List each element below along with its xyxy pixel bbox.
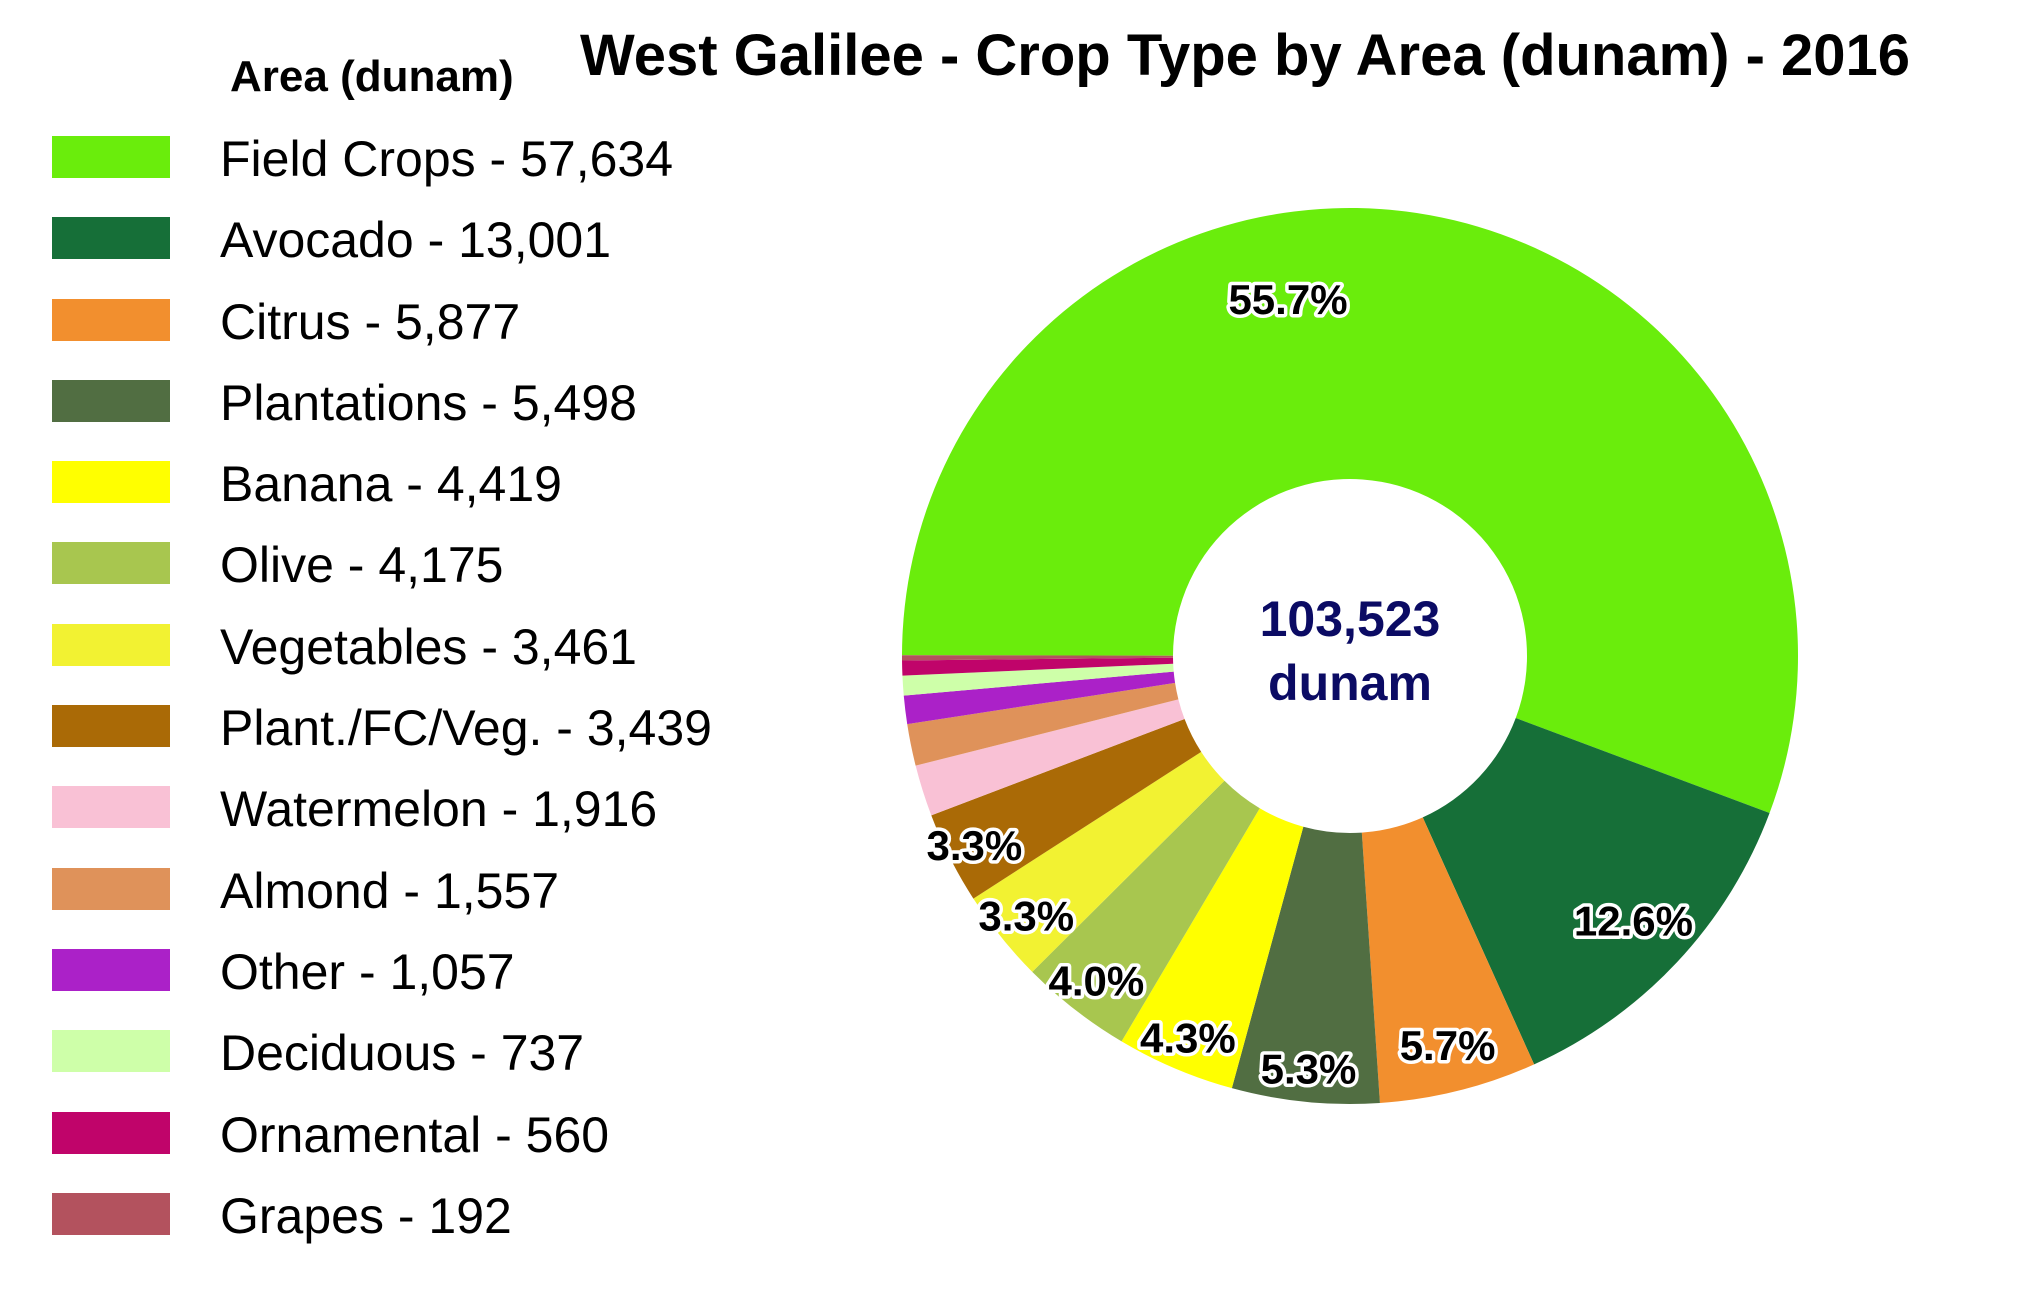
slice-plantations — [1231, 826, 1380, 1104]
legend-swatch — [52, 217, 170, 260]
legend-swatch — [52, 786, 170, 829]
legend-item-field-crops: Field Crops - 57,634 — [52, 131, 772, 217]
slice-grapes — [902, 655, 1174, 661]
legend-label: Deciduous - 737 — [220, 1025, 585, 1082]
slice-vegetables — [973, 751, 1225, 972]
legend-label: Ornamental - 560 — [220, 1106, 610, 1163]
slice-deciduous — [902, 663, 1174, 696]
slice-almond — [907, 682, 1179, 766]
legend-label: Citrus - 5,877 — [220, 293, 521, 350]
legend-label: Olive - 4,175 — [220, 537, 504, 594]
legend-swatch — [52, 867, 170, 910]
slice-banana — [1121, 808, 1304, 1089]
legend-swatch — [52, 379, 170, 422]
legend-swatch — [52, 1030, 170, 1073]
legend-item-citrus: Citrus - 5,877 — [52, 294, 772, 380]
legend-item-plant-fc-veg: Plant./FC/Veg. - 3,439 — [52, 700, 772, 786]
slice-olive — [1032, 780, 1260, 1042]
legend-item-plantations: Plantations - 5,498 — [52, 375, 772, 461]
slice-ornamental — [902, 657, 1174, 676]
legend-label: Banana - 4,419 — [220, 456, 562, 513]
legend-item-vegetables: Vegetables - 3,461 — [52, 619, 772, 705]
center-total-unit: dunam — [1268, 655, 1432, 711]
legend-label: Grapes - 192 — [220, 1187, 512, 1244]
legend-label: Plantations - 5,498 — [220, 374, 637, 431]
legend-swatch — [52, 623, 170, 666]
legend-title: Area (dunam) — [230, 52, 514, 101]
legend-item-watermelon: Watermelon - 1,916 — [52, 781, 772, 867]
legend-item-other: Other - 1,057 — [52, 944, 772, 1030]
legend-swatch — [52, 461, 170, 504]
legend-item-grapes: Grapes - 192 — [52, 1188, 772, 1274]
legend-swatch — [52, 1192, 170, 1235]
pct-label-field-crops: 55.7% — [1228, 276, 1347, 323]
slice-plant-fc-veg — [931, 718, 1202, 899]
pct-label-citrus: 5.7% — [1400, 1022, 1496, 1069]
pct-label-plantations: 5.3% — [1261, 1045, 1357, 1092]
legend: Field Crops - 57,634 Avocado - 13,001 Citr… — [52, 131, 772, 1274]
legend-label: Avocado - 13,001 — [220, 212, 612, 269]
chart-title: West Galilee - Crop Type by Area (dunam)… — [580, 23, 1911, 88]
legend-swatch — [52, 136, 170, 178]
pct-label-plant-fc-veg: 3.3% — [926, 822, 1022, 869]
legend-label: Almond - 1,557 — [220, 862, 560, 919]
legend-item-ornamental: Ornamental - 560 — [52, 1107, 772, 1193]
pct-label-banana: 4.3% — [1140, 1015, 1236, 1062]
legend-item-almond: Almond - 1,557 — [52, 863, 772, 949]
legend-swatch — [52, 705, 170, 748]
percentage-labels: 55.7% 12.6% 5.7% 5.3% 4.3% 4.0% 3.3% 3.3% — [923, 273, 1697, 1096]
legend-item-deciduous: Deciduous - 737 — [52, 1025, 772, 1111]
donut-slices — [902, 208, 1798, 1104]
slice-field-crops — [902, 208, 1798, 814]
slice-watermelon — [915, 699, 1185, 816]
legend-item-avocado: Avocado - 13,001 — [52, 212, 772, 298]
center-total-value: 103,523 — [1260, 591, 1441, 647]
slice-other — [903, 671, 1176, 725]
legend-label: Other - 1,057 — [220, 943, 515, 1000]
legend-swatch — [52, 298, 170, 341]
pct-label-olive: 4.0% — [1048, 958, 1144, 1005]
legend-swatch — [52, 948, 170, 991]
legend-label: Vegetables - 3,461 — [220, 618, 637, 675]
legend-swatch — [52, 542, 170, 585]
legend-label: Field Crops - 57,634 — [220, 131, 674, 187]
legend-item-olive: Olive - 4,175 — [52, 537, 772, 623]
legend-item-banana: Banana - 4,419 — [52, 456, 772, 542]
slice-avocado — [1422, 718, 1770, 1065]
legend-label: Plant./FC/Veg. - 3,439 — [220, 700, 712, 757]
pct-label-avocado: 12.6% — [1574, 898, 1693, 945]
pct-label-vegetables: 3.3% — [978, 892, 1074, 939]
legend-label: Watermelon - 1,916 — [220, 781, 658, 838]
legend-swatch — [52, 1111, 170, 1154]
slice-citrus — [1361, 817, 1535, 1103]
